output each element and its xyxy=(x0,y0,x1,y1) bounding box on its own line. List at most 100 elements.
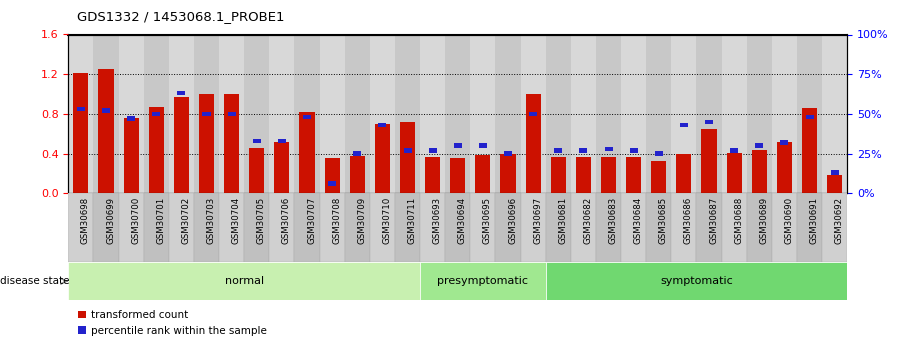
Bar xyxy=(705,120,713,124)
Bar xyxy=(128,116,135,121)
Text: GSM30700: GSM30700 xyxy=(131,197,140,244)
Bar xyxy=(504,151,512,156)
Bar xyxy=(374,124,390,193)
Bar xyxy=(697,193,722,262)
Text: GSM30689: GSM30689 xyxy=(759,197,768,244)
Bar xyxy=(68,262,420,300)
Text: GSM30685: GSM30685 xyxy=(659,197,668,244)
Bar xyxy=(697,34,722,193)
Bar xyxy=(252,139,261,143)
Bar xyxy=(621,193,646,262)
Bar xyxy=(124,118,138,193)
Text: GSM30692: GSM30692 xyxy=(834,197,844,244)
Bar xyxy=(476,155,490,193)
Bar xyxy=(144,193,169,262)
Bar xyxy=(701,129,717,193)
Bar xyxy=(651,161,666,193)
Text: GSM30681: GSM30681 xyxy=(558,197,568,244)
Text: GSM30690: GSM30690 xyxy=(784,197,793,244)
Bar xyxy=(596,193,621,262)
Bar xyxy=(194,193,219,262)
Bar xyxy=(270,193,294,262)
Text: GSM30703: GSM30703 xyxy=(207,197,216,244)
Bar xyxy=(224,94,240,193)
Bar xyxy=(822,34,847,193)
Text: GSM30706: GSM30706 xyxy=(281,197,291,244)
Text: GDS1332 / 1453068.1_PROBE1: GDS1332 / 1453068.1_PROBE1 xyxy=(77,10,285,23)
Bar xyxy=(479,144,486,148)
Bar xyxy=(350,156,364,193)
Bar xyxy=(244,193,270,262)
Bar xyxy=(370,34,395,193)
Text: GSM30699: GSM30699 xyxy=(106,197,115,244)
Bar xyxy=(576,157,591,193)
Text: GSM30684: GSM30684 xyxy=(634,197,642,244)
Bar xyxy=(671,34,697,193)
Bar xyxy=(596,34,621,193)
Bar xyxy=(320,34,344,193)
Bar xyxy=(781,140,788,145)
Bar xyxy=(605,147,612,151)
Text: GSM30702: GSM30702 xyxy=(181,197,190,244)
Text: GSM30707: GSM30707 xyxy=(307,197,316,244)
Bar xyxy=(429,148,436,152)
Text: GSM30701: GSM30701 xyxy=(157,197,165,244)
Bar xyxy=(822,193,847,262)
Bar xyxy=(546,262,847,300)
Bar xyxy=(102,108,110,113)
Bar xyxy=(202,112,210,116)
Bar xyxy=(831,170,839,175)
Text: GSM30691: GSM30691 xyxy=(810,197,819,244)
Bar xyxy=(395,34,420,193)
Bar xyxy=(571,193,596,262)
Bar xyxy=(300,112,314,193)
Bar xyxy=(152,112,160,116)
Bar xyxy=(98,69,114,193)
Text: disease state: disease state xyxy=(0,276,69,286)
Bar xyxy=(496,34,520,193)
Bar xyxy=(797,34,822,193)
Bar xyxy=(219,34,244,193)
Bar xyxy=(797,193,822,262)
Bar xyxy=(646,34,671,193)
Text: GSM30688: GSM30688 xyxy=(734,197,743,244)
Bar xyxy=(520,193,546,262)
Bar xyxy=(74,73,88,193)
Text: GSM30695: GSM30695 xyxy=(483,197,492,244)
Bar xyxy=(546,193,571,262)
Bar xyxy=(755,144,763,148)
Bar xyxy=(752,150,767,193)
Text: GSM30697: GSM30697 xyxy=(533,197,542,244)
Bar xyxy=(400,122,415,193)
Text: GSM30693: GSM30693 xyxy=(433,197,442,244)
Bar xyxy=(294,34,320,193)
Bar xyxy=(353,151,362,156)
Bar xyxy=(420,34,445,193)
Bar xyxy=(676,154,691,193)
Bar xyxy=(646,193,671,262)
Bar xyxy=(445,193,470,262)
Bar xyxy=(68,34,94,193)
Bar xyxy=(378,123,386,127)
Bar xyxy=(270,34,294,193)
Text: GSM30708: GSM30708 xyxy=(333,197,341,244)
Bar xyxy=(178,91,186,96)
Text: GSM30705: GSM30705 xyxy=(257,197,266,244)
Bar xyxy=(520,34,546,193)
Bar xyxy=(454,144,462,148)
Bar xyxy=(680,123,688,127)
Bar xyxy=(194,34,219,193)
Text: GSM30687: GSM30687 xyxy=(709,197,718,244)
Bar xyxy=(118,34,144,193)
Bar xyxy=(571,34,596,193)
Bar xyxy=(730,148,738,152)
Bar xyxy=(529,112,537,116)
Bar xyxy=(169,34,194,193)
Text: GSM30711: GSM30711 xyxy=(407,197,416,244)
Bar xyxy=(772,34,797,193)
Bar xyxy=(601,157,616,193)
Bar xyxy=(621,34,646,193)
Text: GSM30704: GSM30704 xyxy=(231,197,241,244)
Bar xyxy=(94,193,118,262)
Text: symptomatic: symptomatic xyxy=(660,276,732,286)
